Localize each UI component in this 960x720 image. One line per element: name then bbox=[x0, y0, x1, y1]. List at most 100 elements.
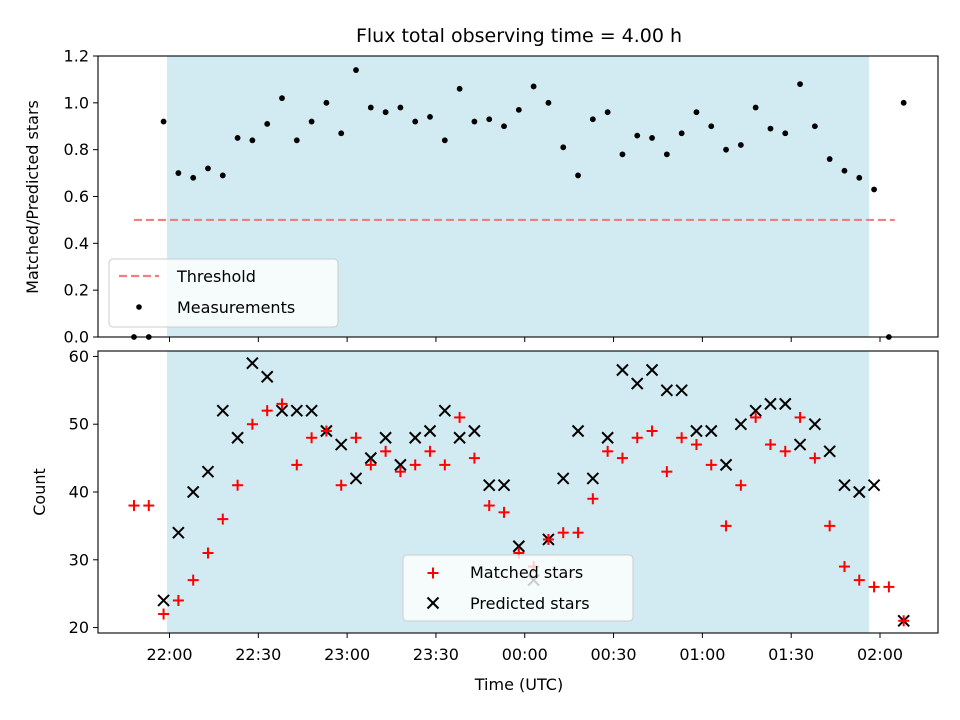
matched-point bbox=[587, 493, 599, 505]
predicted-point bbox=[557, 472, 570, 485]
matched-point bbox=[542, 533, 554, 545]
predicted-point bbox=[201, 465, 215, 478]
predicted-point bbox=[601, 431, 614, 444]
matched-point bbox=[838, 561, 850, 573]
measurement-point bbox=[752, 104, 759, 111]
measurement-point bbox=[501, 123, 507, 130]
predicted-point bbox=[779, 397, 792, 411]
predicted-point bbox=[305, 404, 318, 417]
predicted-point bbox=[675, 384, 688, 397]
measurement-point bbox=[871, 186, 877, 193]
measurement-point bbox=[353, 67, 359, 73]
predicted-point-b bbox=[246, 356, 259, 370]
predicted-point-b bbox=[557, 472, 570, 485]
matched-point bbox=[380, 445, 392, 457]
measurement-point bbox=[811, 123, 818, 130]
predicted-point bbox=[571, 424, 585, 438]
top-y-tick-label: 1.2 bbox=[64, 47, 89, 66]
measurement-point bbox=[737, 142, 744, 148]
bottom-y-tick-label: 60 bbox=[69, 347, 89, 366]
measurement-point bbox=[723, 146, 729, 153]
matched-point bbox=[246, 418, 258, 430]
legend-measurements-label: Measurements bbox=[177, 298, 295, 317]
predicted-point-b bbox=[749, 404, 762, 417]
matched-point bbox=[676, 432, 688, 444]
predicted-point bbox=[764, 397, 777, 411]
measurement-point bbox=[841, 167, 848, 174]
predicted-point bbox=[290, 404, 304, 417]
legend-predicted-label: Predicted stars bbox=[470, 594, 590, 613]
top-y-tick-label: 0.2 bbox=[64, 281, 89, 300]
measurement-point bbox=[619, 151, 626, 158]
predicted-point-b bbox=[571, 424, 585, 438]
predicted-point bbox=[808, 418, 822, 431]
matched-point bbox=[158, 608, 170, 620]
matched-point bbox=[883, 581, 895, 593]
matched-point bbox=[824, 520, 836, 532]
x-tick-label: 01:30 bbox=[768, 645, 814, 664]
matched-point bbox=[335, 479, 347, 491]
matched-point bbox=[794, 411, 806, 423]
predicted-point-b bbox=[260, 370, 274, 383]
matched-point bbox=[779, 445, 791, 457]
predicted-point bbox=[497, 479, 511, 492]
predicted-point-b bbox=[349, 472, 363, 485]
predicted-point-b bbox=[586, 472, 600, 485]
measurement-point bbox=[678, 130, 685, 137]
matched-point bbox=[750, 411, 762, 423]
predicted-point-b bbox=[453, 431, 466, 444]
measurement-point bbox=[663, 151, 670, 158]
predicted-point-b bbox=[705, 424, 718, 438]
bottom-y-tick-label: 30 bbox=[69, 550, 89, 569]
legend-matched-marker bbox=[427, 567, 439, 579]
predicted-point-b bbox=[838, 479, 851, 492]
matched-point bbox=[705, 459, 717, 471]
predicted-point bbox=[394, 458, 407, 472]
predicted-point-b bbox=[468, 424, 481, 438]
predicted-point bbox=[719, 458, 733, 472]
top-legend: Threshold Measurements bbox=[108, 258, 339, 328]
legend-predicted-marker-b bbox=[426, 596, 440, 610]
matched-point bbox=[232, 479, 244, 491]
matched-point bbox=[454, 411, 466, 423]
legend-measurements-swatch bbox=[136, 304, 142, 310]
matched-point bbox=[483, 500, 495, 512]
measurement-point bbox=[412, 118, 419, 125]
measurement-point bbox=[604, 109, 611, 116]
predicted-point bbox=[512, 540, 526, 553]
measurement-point bbox=[797, 81, 803, 87]
predicted-point-b bbox=[186, 485, 200, 499]
matched-point bbox=[409, 459, 421, 471]
predicted-point bbox=[246, 356, 259, 370]
measurement-point bbox=[338, 130, 345, 137]
matched-point bbox=[320, 425, 332, 437]
matched-point bbox=[498, 506, 510, 518]
predicted-point-b bbox=[438, 404, 452, 417]
measurement-point bbox=[397, 104, 404, 111]
measurement-point bbox=[560, 144, 567, 151]
top-y-tick-label: 0.8 bbox=[64, 140, 89, 159]
measurement-point bbox=[767, 125, 774, 132]
x-tick-label: 22:00 bbox=[146, 645, 192, 664]
measurement-point bbox=[293, 137, 300, 144]
predicted-point-b bbox=[793, 438, 807, 451]
matched-point bbox=[276, 398, 288, 410]
legend-predicted-swatch bbox=[426, 596, 440, 610]
predicted-point-b bbox=[764, 397, 777, 411]
predicted-point bbox=[586, 472, 600, 485]
measurement-point bbox=[160, 118, 167, 125]
matched-point bbox=[557, 527, 569, 539]
matched-point bbox=[661, 466, 673, 478]
matched-point bbox=[616, 452, 628, 464]
predicted-point bbox=[379, 431, 392, 444]
predicted-point-b bbox=[483, 479, 496, 492]
predicted-point-b bbox=[867, 479, 881, 492]
predicted-point-b bbox=[172, 526, 185, 539]
predicted-point-b bbox=[601, 431, 614, 444]
matched-point bbox=[202, 547, 214, 559]
matched-point bbox=[424, 445, 436, 457]
bottom-legend: Matched stars Predicted stars bbox=[402, 554, 634, 622]
top-y-tick-label: 0.0 bbox=[64, 328, 89, 347]
predicted-point bbox=[216, 404, 229, 417]
